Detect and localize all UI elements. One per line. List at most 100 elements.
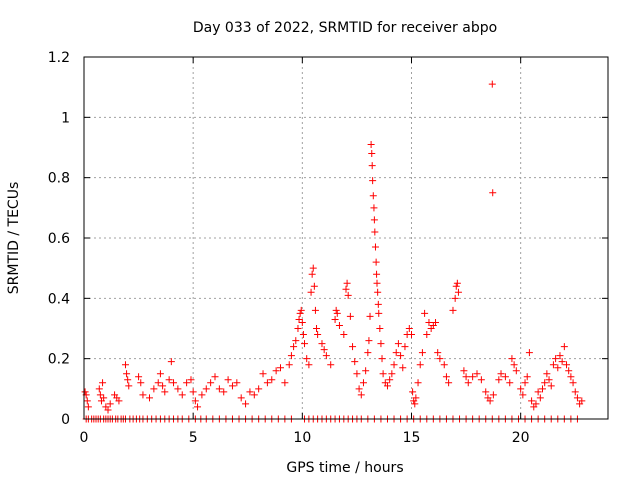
data-point [290, 343, 298, 351]
data-point [351, 358, 359, 366]
data-point [237, 394, 245, 402]
data-point [489, 391, 497, 399]
data-point [554, 364, 562, 372]
data-point [364, 349, 372, 357]
data-point [165, 376, 173, 384]
data-point [578, 397, 586, 405]
data-point [539, 385, 546, 393]
data-point [183, 379, 191, 387]
data-point [340, 331, 348, 339]
data-point [473, 370, 481, 378]
data-point [528, 397, 536, 405]
data-point [322, 352, 330, 360]
data-point [545, 376, 553, 384]
data-point [349, 343, 357, 351]
data-point [263, 379, 271, 387]
data-point [296, 309, 304, 317]
point-layer [81, 80, 586, 423]
data-point [532, 400, 540, 408]
data-point [519, 391, 527, 399]
data-point [357, 391, 365, 399]
data-point [246, 388, 254, 396]
data-point [191, 397, 199, 405]
data-point [343, 279, 351, 287]
data-point [394, 340, 402, 348]
data-point [497, 370, 505, 378]
data-point [287, 352, 295, 360]
data-point [523, 373, 531, 381]
data-point [379, 370, 387, 378]
data-point [81, 388, 89, 396]
data-point [198, 391, 206, 399]
data-point [313, 325, 321, 332]
data-point [320, 346, 328, 354]
y-axis-label: SRMTID / TECUs [6, 182, 22, 295]
data-point [167, 358, 175, 366]
grid-layer [84, 57, 608, 419]
data-point [292, 337, 300, 345]
data-point [353, 370, 361, 378]
data-point [211, 373, 219, 381]
data-point [159, 382, 167, 390]
data-point [390, 361, 398, 369]
data-point [367, 140, 375, 148]
data-point [250, 391, 258, 399]
data-point [189, 388, 197, 396]
data-point [125, 382, 133, 390]
data-point [298, 318, 306, 326]
data-point [368, 150, 376, 158]
data-point [377, 340, 385, 348]
data-point [281, 379, 289, 387]
y-tick-label: 0.4 [48, 291, 70, 307]
y-tick-label: 0.8 [48, 171, 70, 187]
data-point [565, 367, 573, 375]
data-point [488, 80, 496, 88]
data-point [401, 343, 409, 351]
data-point [135, 373, 143, 381]
data-point [344, 291, 352, 299]
data-point [418, 349, 426, 357]
data-point [242, 400, 250, 408]
data-point [517, 385, 525, 393]
data-point [277, 364, 284, 372]
data-point [549, 361, 557, 369]
data-point [303, 355, 311, 363]
data-point [346, 312, 354, 320]
data-point [220, 388, 228, 396]
plot-frame [83, 56, 609, 420]
data-point [370, 216, 378, 224]
data-point [104, 406, 112, 414]
data-point [372, 258, 380, 266]
data-point [371, 243, 379, 251]
data-point [154, 379, 162, 387]
data-point [508, 355, 516, 363]
data-point [547, 382, 555, 390]
data-point [482, 388, 490, 396]
y-tick-label: 0.2 [48, 352, 70, 368]
data-point [525, 349, 533, 357]
data-point [563, 361, 571, 369]
data-point [501, 373, 509, 381]
data-point [536, 394, 544, 402]
data-point [194, 403, 202, 411]
data-point [299, 331, 307, 339]
data-point [409, 388, 417, 396]
data-point [255, 385, 263, 393]
data-point [137, 379, 145, 387]
data-point [285, 361, 293, 369]
tick-layer: 0 5 10 15 20 0 0.2 0.4 0.6 0.8 1 1.2 [48, 50, 608, 446]
x-tick-label: 5 [189, 430, 198, 446]
data-point [170, 379, 178, 387]
data-point [362, 367, 370, 375]
data-point [83, 397, 91, 405]
data-point [311, 306, 319, 314]
x-tick-label: 15 [403, 430, 421, 446]
data-point [318, 340, 326, 348]
data-point [386, 376, 394, 384]
data-point [388, 370, 396, 378]
data-point [332, 306, 340, 314]
data-point [99, 379, 107, 387]
data-point [414, 379, 422, 387]
data-point [423, 331, 431, 339]
x-tick-label: 0 [80, 430, 89, 446]
